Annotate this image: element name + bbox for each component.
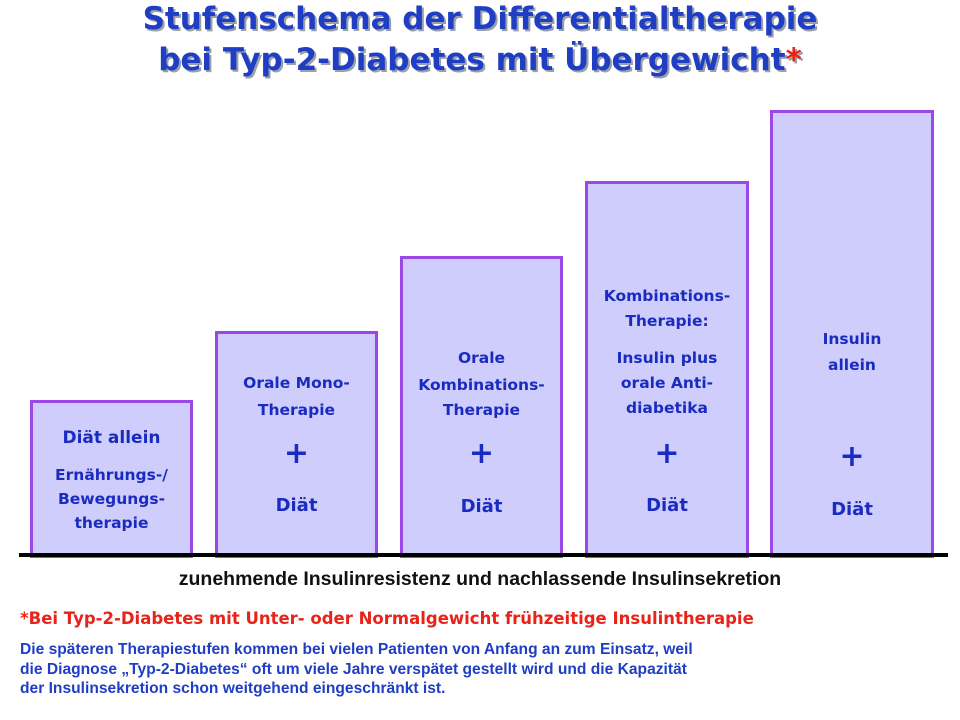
step-line: Kombinations- bbox=[418, 376, 545, 394]
step-diet-alone: Diät allein Ernährungs-/ Bewegungs- ther… bbox=[30, 400, 193, 558]
step-heading: Diät allein bbox=[62, 428, 161, 448]
title-asterisk: * bbox=[785, 42, 802, 78]
axis-label: zunehmende Insulinresistenz und nachlass… bbox=[178, 568, 782, 590]
step-line: Insulin plus bbox=[616, 349, 718, 367]
step-line: therapie bbox=[74, 514, 149, 532]
step-diet: Diät bbox=[646, 495, 688, 516]
step-plus: + bbox=[283, 436, 310, 471]
step-line: Orale Mono- bbox=[243, 374, 350, 392]
step-line: Ernährungs-/ bbox=[55, 466, 168, 484]
step-diet: Diät bbox=[275, 495, 318, 516]
step-plus: + bbox=[654, 436, 680, 471]
title-line-1: Stufenschema der Differentialtherapie bbox=[142, 1, 818, 37]
note-line: die Diagnose „Typ-2-Diabetes“ oft um vie… bbox=[20, 660, 687, 678]
step-line: Therapie bbox=[442, 401, 521, 419]
step-insulin-plus-oral: Kombinations- Therapie: Insulin plus ora… bbox=[585, 181, 749, 558]
step-plus: + bbox=[839, 439, 865, 474]
step-plus: + bbox=[468, 436, 495, 471]
step-line: Orale bbox=[457, 349, 506, 367]
title-line-2: bei Typ-2-Diabetes mit Übergewicht* bbox=[0, 41, 960, 79]
step-line: orale Anti- bbox=[620, 374, 714, 392]
step-insulin-alone: Insulin allein + Diät bbox=[770, 110, 934, 558]
explanatory-note: Die späteren Therapiestufen kommen bei v… bbox=[20, 640, 945, 699]
step-line: allein bbox=[828, 356, 876, 374]
baseline bbox=[19, 553, 948, 557]
step-line: Bewegungs- bbox=[57, 490, 166, 508]
title-line-2-text: bei Typ-2-Diabetes mit Übergewicht bbox=[158, 42, 786, 78]
step-line: Insulin bbox=[822, 330, 882, 348]
step-diet: Diät bbox=[460, 496, 503, 517]
step-oral-combination: Orale Kombinations- Therapie + Diät bbox=[400, 256, 563, 558]
note-line: der Insulinsekretion schon weitgehend ei… bbox=[20, 680, 446, 697]
step-line: diabetika bbox=[626, 399, 708, 417]
step-diet: Diät bbox=[831, 499, 873, 520]
step-oral-monotherapy: Orale Mono- Therapie + Diät bbox=[215, 331, 378, 558]
step-line: Therapie: bbox=[625, 312, 709, 330]
note-line: Die späteren Therapiestufen kommen bei v… bbox=[20, 641, 693, 658]
footnote: *Bei Typ-2-Diabetes mit Unter- oder Norm… bbox=[20, 609, 754, 628]
step-line: Therapie bbox=[257, 401, 336, 419]
step-line: Kombinations- bbox=[603, 287, 731, 305]
